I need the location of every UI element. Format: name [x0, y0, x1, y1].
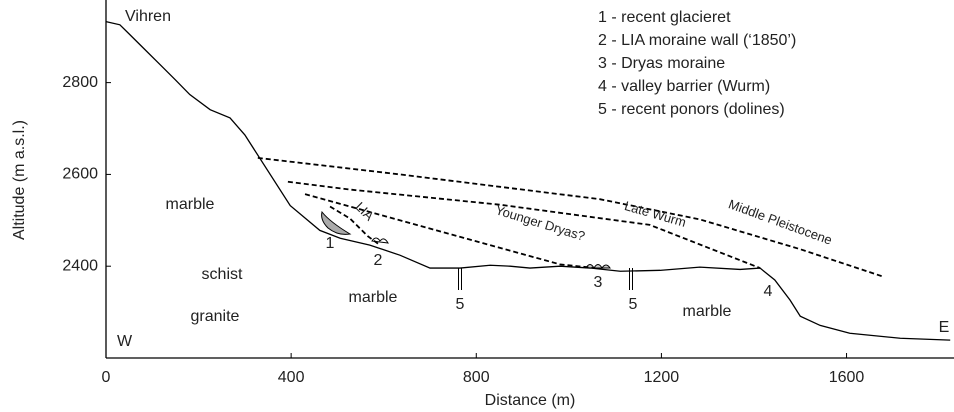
- site-number: 1: [326, 235, 335, 252]
- x-tick-label: 800: [463, 369, 490, 386]
- series-line: [329, 205, 381, 246]
- x-axis-title: Distance (m): [485, 392, 576, 409]
- annotation: Vihren: [125, 8, 171, 25]
- y-tick-label: 2800: [62, 74, 98, 91]
- site-number: 4: [764, 283, 773, 300]
- annotation: granite: [191, 308, 240, 325]
- series-line: [287, 180, 761, 269]
- y-axis-title: Altitude (m a.s.l.): [11, 120, 28, 240]
- annotation: E: [939, 319, 950, 336]
- annotation: marble: [166, 196, 215, 213]
- x-tick-label: 1200: [644, 369, 680, 386]
- site-number: 5: [456, 296, 465, 313]
- series-line: [105, 20, 951, 341]
- x-tick-label: 400: [278, 369, 305, 386]
- note: 2 - LIA moraine wall (‘1850’): [598, 32, 796, 49]
- annotation: marble: [349, 289, 398, 306]
- note: 5 - recent ponors (dolines): [598, 101, 785, 118]
- site-number: 3: [594, 274, 603, 291]
- annotation: schist: [202, 266, 243, 283]
- annotation: W: [117, 333, 133, 350]
- note: 3 - Dryas moraine: [598, 55, 725, 72]
- series-label: Late Wurm: [623, 198, 688, 230]
- y-tick-label: 2600: [62, 166, 98, 183]
- site-number: 5: [629, 296, 638, 313]
- annotation: marble: [683, 303, 732, 320]
- moraine: [371, 237, 389, 244]
- x-tick-label: 1600: [829, 369, 865, 386]
- x-tick-label: 0: [102, 369, 111, 386]
- series-label: Middle Pleistocene: [727, 196, 835, 247]
- y-tick-label: 2400: [62, 257, 98, 274]
- note: 1 - recent glacieret: [598, 9, 731, 26]
- series-label: Younger Dryas?: [494, 202, 587, 243]
- series-line: [257, 156, 883, 278]
- note: 4 - valley barrier (Wurm): [598, 78, 770, 95]
- site-number: 2: [374, 252, 383, 269]
- series-line: [304, 193, 596, 269]
- glacieret: [321, 210, 352, 235]
- series-label: LIA: [353, 199, 378, 224]
